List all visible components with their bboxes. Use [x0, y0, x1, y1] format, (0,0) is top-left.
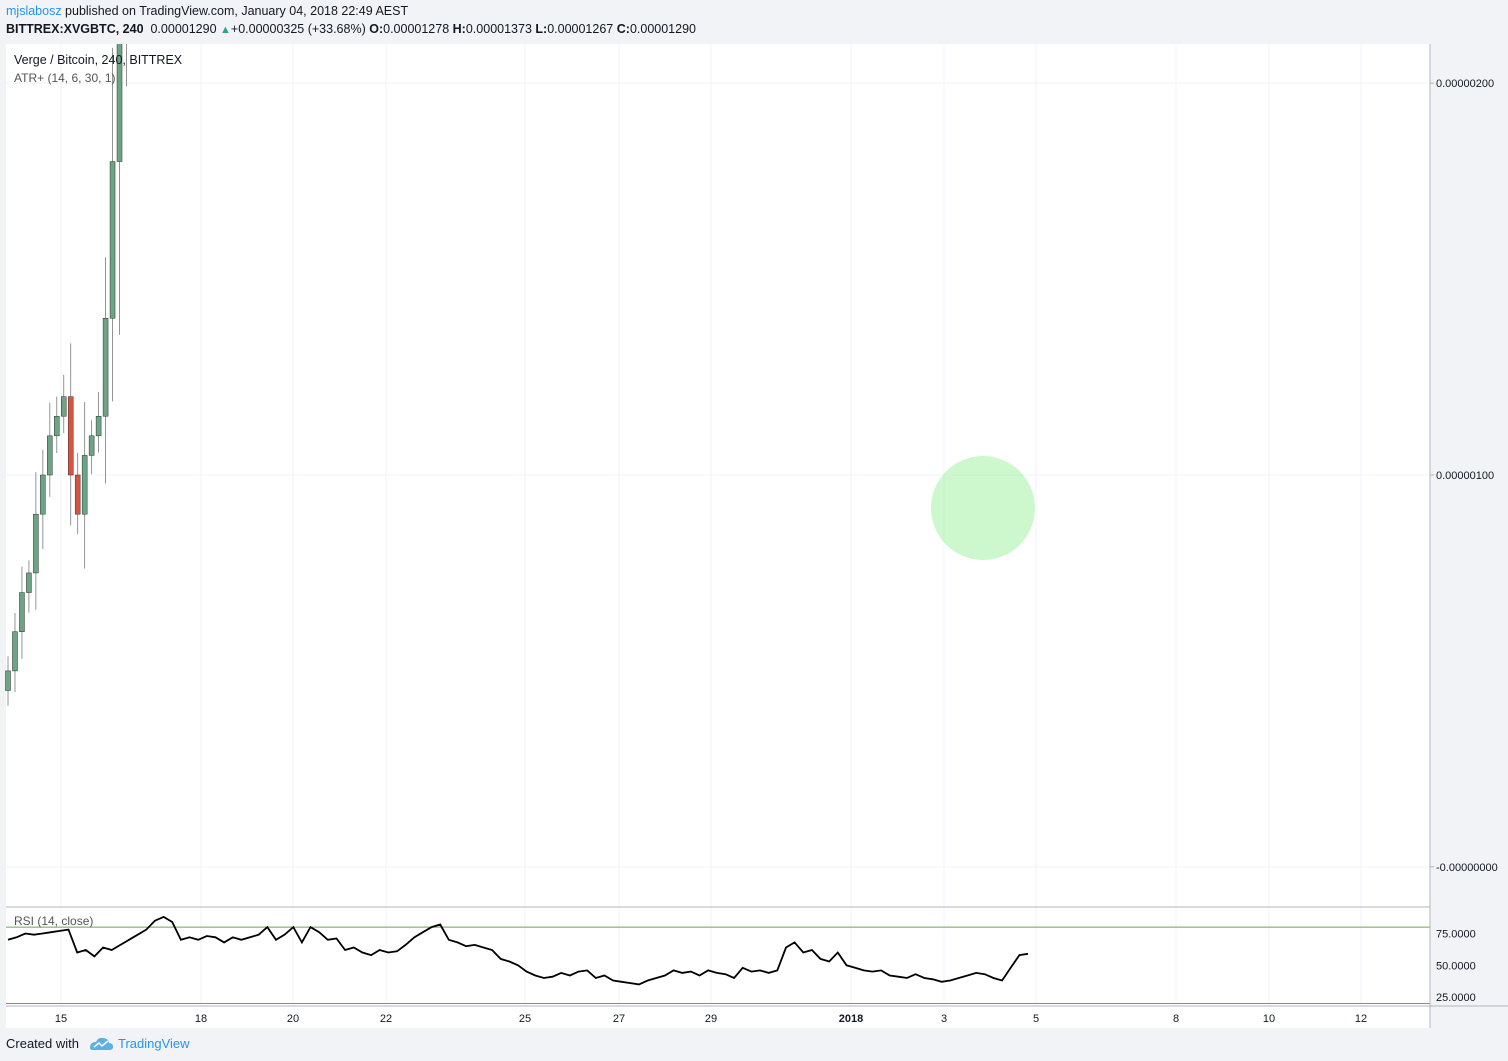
- x-tick-label: 29: [705, 1013, 717, 1025]
- x-tick-label: 2018: [839, 1013, 863, 1025]
- tradingview-brand-link[interactable]: TradingView: [118, 1036, 190, 1051]
- low-label: L:: [535, 22, 548, 36]
- y-tick-label: -0.00000000: [1436, 862, 1498, 874]
- low-value: 0.00001267: [547, 22, 614, 36]
- grid: [6, 44, 1430, 1006]
- candle-body: [95, 415, 102, 437]
- up-arrow-icon: ▲: [220, 24, 231, 36]
- x-tick-label: 22: [380, 1013, 392, 1025]
- high-value: 0.00001373: [465, 22, 532, 36]
- rsi-line: [7, 915, 1029, 986]
- x-tick-label: 20: [287, 1013, 299, 1025]
- published-text: published on TradingView.com, January 04…: [61, 4, 409, 18]
- change-value: +0.00000325 (+33.68%): [230, 22, 366, 36]
- candle-body: [47, 435, 53, 476]
- x-tick-label: 27: [613, 1013, 625, 1025]
- candle-body: [88, 435, 95, 456]
- symbol-label: BITTREX:XVGBTC, 240: [6, 22, 144, 36]
- x-tick-label: 18: [195, 1013, 207, 1025]
- candles: [5, 44, 127, 706]
- drawings: 0.00000750: [931, 456, 1035, 560]
- axes: 0.000020000.000019000.000018000.00001700…: [6, 44, 1508, 1028]
- candle-body: [109, 161, 116, 319]
- close-value: 0.00001290: [629, 22, 696, 36]
- high-label: H:: [452, 22, 466, 36]
- x-tick-label: 8: [1173, 1013, 1179, 1025]
- y-tick-label: 0.00000100: [1436, 470, 1494, 482]
- rsi-tick-label: 75.0000: [1436, 928, 1476, 940]
- x-tick-label: 5: [1033, 1013, 1039, 1025]
- created-with-text: Created with: [6, 1036, 79, 1051]
- publish-line: mjslabosz published on TradingView.com, …: [6, 4, 408, 18]
- rsi-pane: 75.0000 50.0000 25.0000: [6, 915, 1476, 1004]
- x-tick-label: 25: [519, 1013, 531, 1025]
- candle-body: [81, 455, 88, 515]
- candle-body: [26, 572, 32, 593]
- rsi-label: RSI (14, close): [14, 914, 93, 928]
- candle-body: [102, 318, 109, 417]
- chart-background: [6, 44, 1430, 1028]
- indicator-label: ATR+ (14, 6, 30, 1): [14, 71, 116, 85]
- y-tick-label: 0.00000200: [1436, 78, 1494, 90]
- candle-body: [40, 474, 46, 515]
- last-price: 0.00001290: [150, 22, 217, 36]
- candle-body: [116, 44, 123, 162]
- chart-title: Verge / Bitcoin, 240, BITTREX: [14, 53, 183, 67]
- close-label: C:: [616, 22, 630, 36]
- candle-body: [33, 513, 39, 574]
- price-chart[interactable]: 0.00000750 75.0000 50.0000 25.0000 0.00002…: [0, 44, 1508, 1028]
- candle-body: [12, 631, 18, 672]
- candle-body: [61, 396, 67, 417]
- x-tick-label: 10: [1263, 1013, 1275, 1025]
- symbol-line: BITTREX:XVGBTC, 240 0.00001290 ▲+0.00000…: [6, 22, 696, 36]
- x-tick-label: 15: [55, 1013, 67, 1025]
- x-tick-label: 3: [941, 1013, 947, 1025]
- candle-body: [74, 474, 81, 515]
- rsi-tick-label: 25.0000: [1436, 992, 1476, 1004]
- author-link[interactable]: mjslabosz: [6, 4, 62, 18]
- open-value: 0.00001278: [383, 22, 450, 36]
- candle-body: [67, 396, 74, 476]
- x-tick-label: 12: [1355, 1013, 1367, 1025]
- candle-body: [19, 592, 25, 632]
- candle-body: [5, 670, 11, 691]
- tradingview-logo-icon: [90, 1037, 113, 1050]
- rsi-tick-label: 50.0000: [1436, 960, 1476, 972]
- header: mjslabosz published on TradingView.com, …: [0, 0, 1508, 44]
- open-label: O:: [369, 22, 384, 36]
- candle-body: [54, 415, 60, 437]
- footer: Created with TradingView: [0, 1028, 1508, 1061]
- highlight-circle: [931, 456, 1035, 560]
